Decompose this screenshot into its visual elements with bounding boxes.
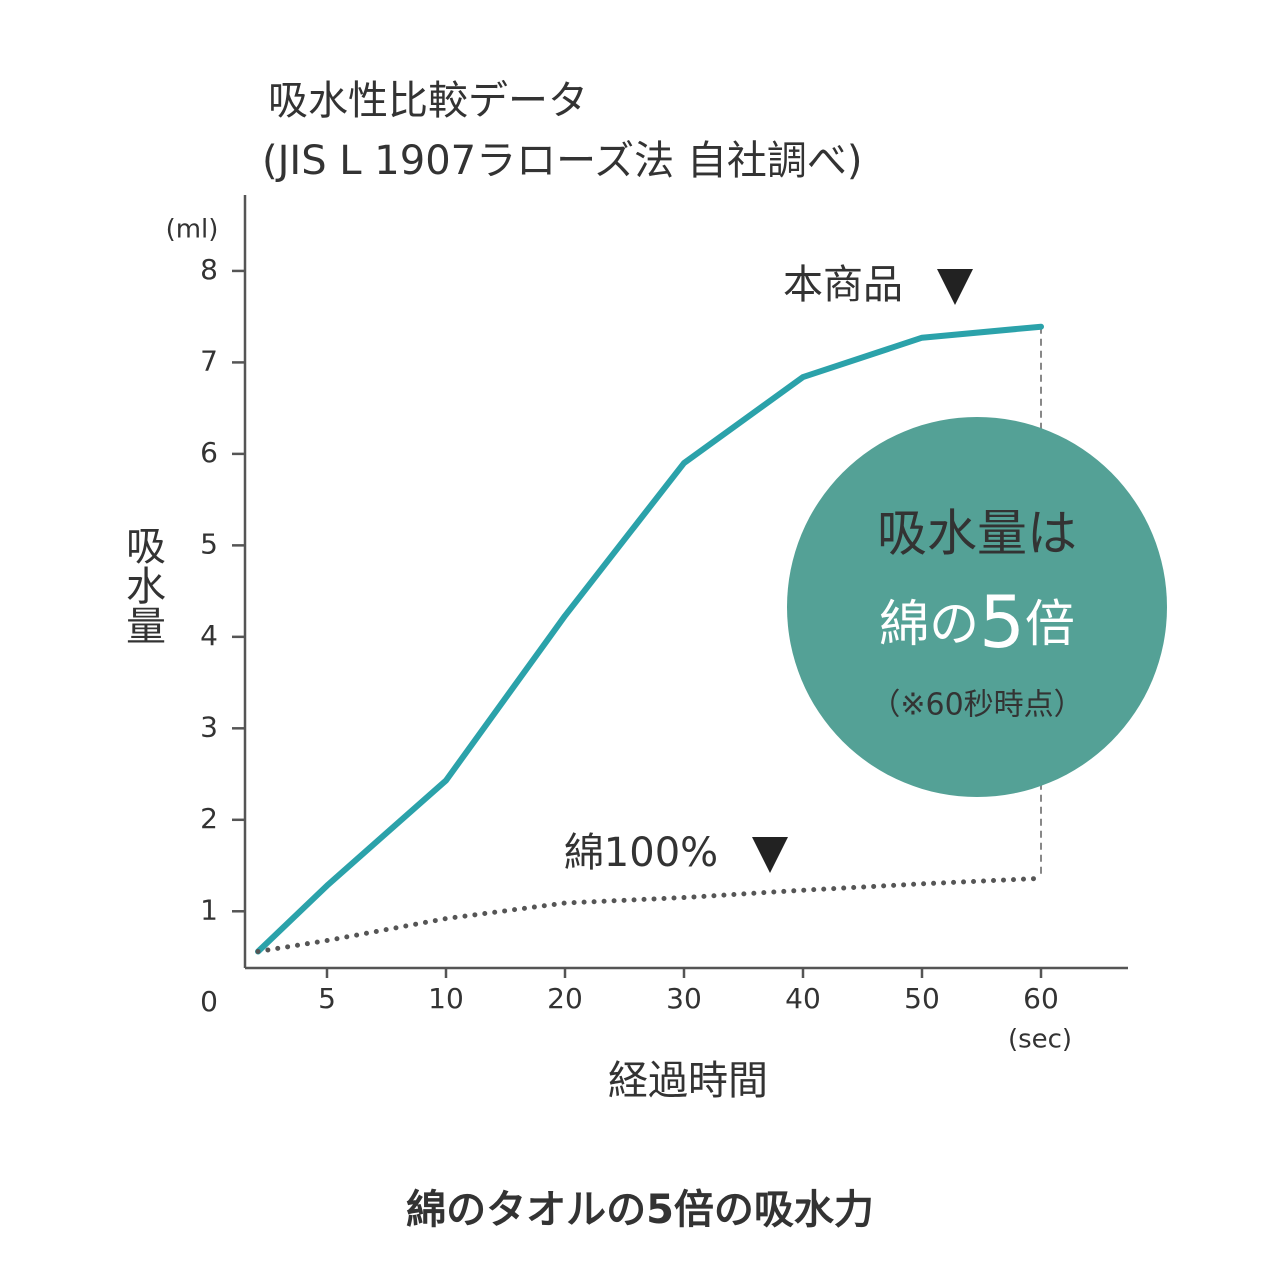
legend-marker xyxy=(937,269,973,305)
y-tick-label: 4 xyxy=(200,619,218,652)
callout-note: （※60秒時点） xyxy=(870,688,1083,723)
x-unit: (sec) xyxy=(1008,1025,1072,1055)
y-tick-label: 0 xyxy=(200,985,218,1018)
y-tick-label: 7 xyxy=(200,344,218,377)
x-tick-label: 5 xyxy=(318,982,336,1015)
chart-title: 吸水性比較データ xyxy=(268,78,588,124)
y-tick-label: 8 xyxy=(200,253,218,286)
caption: 綿のタオルの5倍の吸水力 xyxy=(406,1187,874,1233)
series-label: 本商品 xyxy=(783,262,903,308)
callout-part: 綿の xyxy=(879,595,979,653)
y-tick-label: 5 xyxy=(200,527,218,560)
callout-part: 倍 xyxy=(1025,595,1075,653)
x-tick-label: 30 xyxy=(666,982,702,1015)
x-tick-label: 50 xyxy=(904,982,940,1015)
x-tick-label: 10 xyxy=(428,982,464,1015)
y-axis-label: 吸水量 xyxy=(119,525,165,645)
legend-marker xyxy=(752,837,788,873)
y-unit: (ml) xyxy=(166,215,219,245)
x-tick-label: 20 xyxy=(547,982,583,1015)
series-line xyxy=(255,875,1044,955)
chart-subtitle: (JIS L 1907ラローズ法 自社調べ) xyxy=(262,138,862,184)
y-tick-label: 3 xyxy=(200,710,218,743)
series-label: 綿100% xyxy=(564,830,718,876)
series-line xyxy=(255,323,1044,955)
callout-part: 5 xyxy=(979,580,1025,664)
callout-line1: 吸水量は xyxy=(877,505,1077,563)
callout-circle xyxy=(787,417,1167,797)
callout-line2: 綿の5倍 xyxy=(879,580,1075,664)
x-tick-label: 40 xyxy=(785,982,821,1015)
y-tick-label: 1 xyxy=(200,893,218,926)
x-axis-label: 経過時間 xyxy=(608,1058,768,1104)
x-tick-label: 60 xyxy=(1023,982,1059,1015)
y-tick-label: 2 xyxy=(200,802,218,835)
y-tick-label: 6 xyxy=(200,436,218,469)
